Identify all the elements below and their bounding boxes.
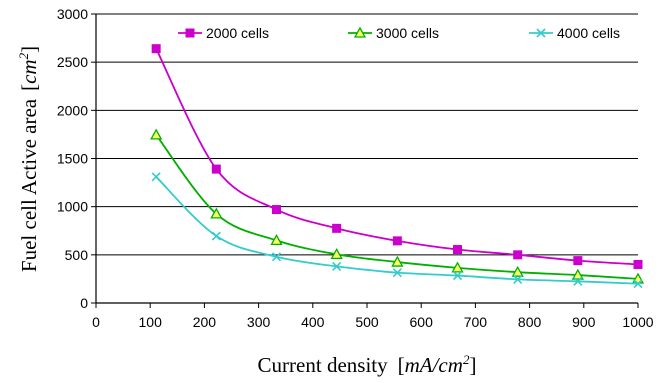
x-axis-unit: mA/cm	[405, 353, 463, 377]
data-point	[392, 268, 402, 278]
series-line-0	[155, 48, 639, 266]
legend-marker	[353, 26, 367, 38]
data-point	[211, 164, 221, 174]
x-tick-label: 200	[193, 314, 217, 330]
y-tick-labels: 0 500 1000 1500 2000 2500 3000	[57, 6, 88, 311]
y-tick-label: 1500	[57, 151, 88, 167]
data-point	[150, 128, 163, 140]
data-point	[453, 245, 463, 255]
data-point	[332, 261, 342, 271]
data-point	[391, 255, 404, 267]
x-tick-label: 800	[518, 314, 542, 330]
legend-entry: 3000 cells	[376, 25, 439, 41]
data-point	[210, 207, 223, 219]
x-tick-label: 300	[247, 314, 271, 330]
data-point	[511, 265, 524, 277]
y-tick-label: 3000	[57, 6, 88, 22]
data-point	[513, 274, 523, 284]
data-point	[211, 231, 221, 241]
data-point	[270, 234, 283, 246]
x-tick-label: 700	[464, 314, 488, 330]
x-axis-title: Current density [mA/cm2]	[258, 352, 477, 377]
y-axis-label: Fuel cell Active area	[17, 98, 41, 272]
x-tick-label: 1000	[622, 314, 653, 330]
data-point	[573, 256, 583, 266]
y-tick-label: 1000	[57, 199, 88, 215]
data-point	[392, 236, 402, 246]
data-point	[271, 205, 281, 215]
x-tick-label: 100	[139, 314, 163, 330]
legend-marker	[185, 28, 195, 38]
x-tick-labels: 0 100 200 300 400 500 600 700 800 900 1000	[92, 314, 654, 330]
series-group	[150, 44, 645, 289]
data-point	[151, 172, 161, 182]
data-point	[332, 223, 342, 233]
x-tick-label: 500	[355, 314, 379, 330]
legend: 2000 cells 3000 cells 4000 cells	[178, 25, 620, 41]
axes	[91, 13, 639, 308]
y-tick-label: 500	[65, 247, 89, 263]
y-axis-unit: cm	[17, 59, 41, 84]
x-axis-label: Current density	[258, 353, 389, 377]
data-point	[271, 252, 282, 262]
y-axis-unit-exponent: 2	[16, 52, 31, 59]
x-tick-label: 400	[301, 314, 325, 330]
legend-marker	[536, 28, 546, 38]
series-line-2	[155, 176, 639, 285]
x-tick-label: 0	[92, 314, 100, 330]
y-axis-title: Fuel cell Active area[cm2]	[16, 46, 41, 272]
x-tick-label: 900	[572, 314, 596, 330]
data-point	[573, 276, 583, 286]
legend-entry: 2000 cells	[206, 25, 269, 41]
y-tick-label: 2500	[57, 54, 88, 70]
data-point	[452, 270, 463, 281]
data-point	[571, 268, 584, 280]
data-point	[330, 248, 343, 260]
data-point	[513, 250, 523, 260]
y-tick-label: 2000	[57, 102, 88, 118]
data-point	[151, 44, 161, 54]
x-axis-unit-exponent: 2	[463, 352, 470, 367]
data-point	[633, 279, 643, 289]
gridlines	[96, 13, 638, 256]
data-point	[451, 261, 464, 273]
x-tick-label: 600	[410, 314, 434, 330]
data-point	[633, 259, 643, 269]
legend-entry: 4000 cells	[557, 25, 620, 41]
y-tick-label: 0	[80, 295, 88, 311]
